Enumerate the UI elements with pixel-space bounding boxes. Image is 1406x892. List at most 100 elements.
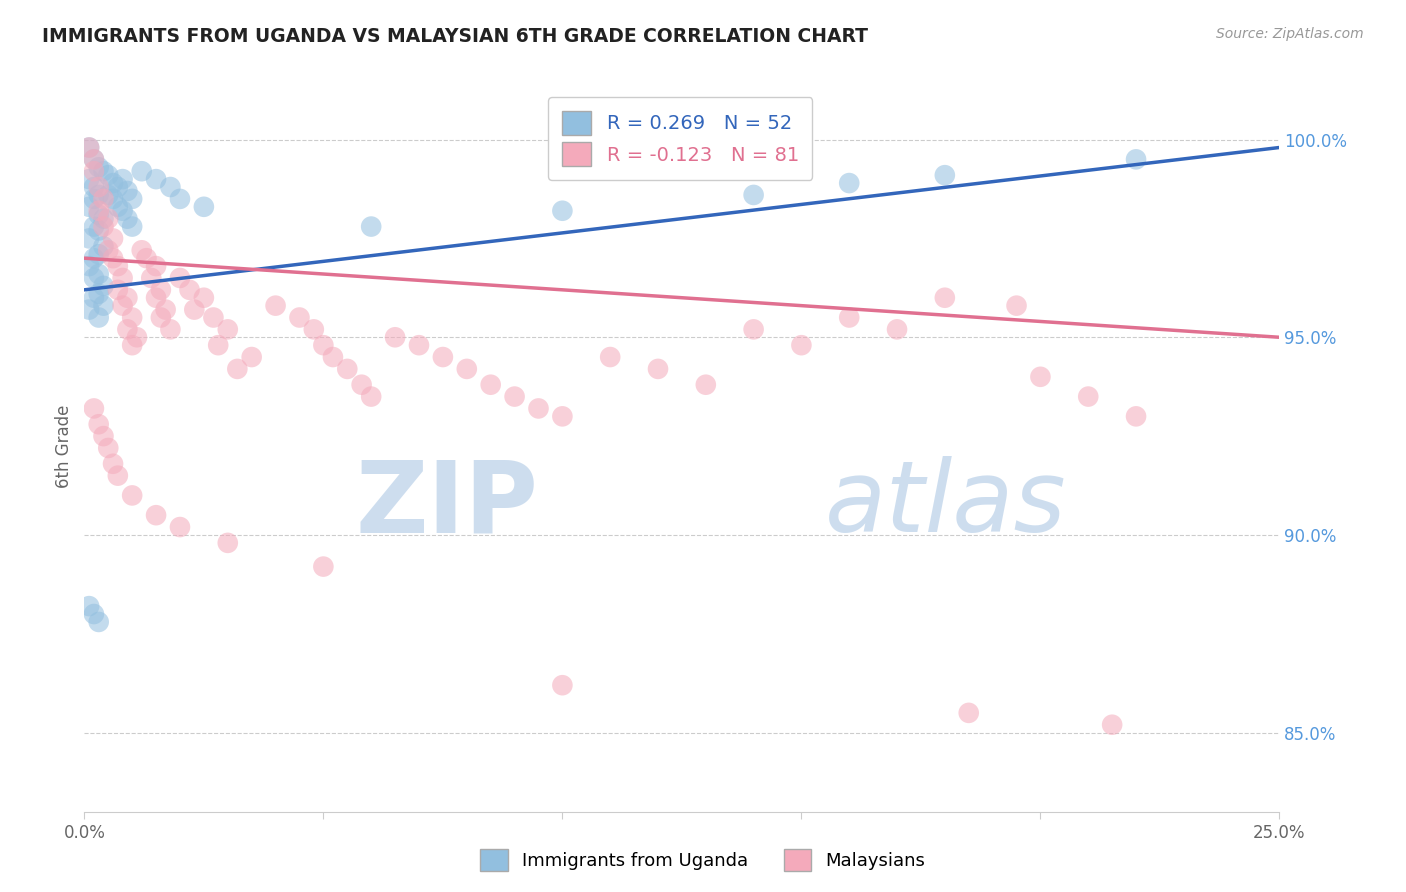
Point — [83, 271, 105, 285]
Point — [117, 291, 139, 305]
Point — [141, 271, 163, 285]
Point — [838, 176, 860, 190]
Point — [551, 203, 574, 218]
Point — [742, 188, 765, 202]
Point — [87, 310, 110, 325]
Point — [111, 299, 134, 313]
Point — [527, 401, 550, 416]
Point — [87, 208, 110, 222]
Point — [93, 239, 115, 253]
Point — [121, 338, 143, 352]
Point — [312, 559, 335, 574]
Point — [135, 251, 157, 265]
Point — [350, 377, 373, 392]
Point — [155, 302, 177, 317]
Point — [121, 219, 143, 234]
Point — [886, 322, 908, 336]
Point — [599, 350, 621, 364]
Point — [169, 520, 191, 534]
Point — [145, 172, 167, 186]
Point — [111, 203, 134, 218]
Point — [87, 417, 110, 432]
Point — [77, 259, 100, 273]
Point — [1125, 409, 1147, 424]
Point — [83, 180, 105, 194]
Point — [408, 338, 430, 352]
Point — [169, 192, 191, 206]
Point — [131, 164, 153, 178]
Point — [111, 172, 134, 186]
Point — [101, 231, 124, 245]
Point — [97, 188, 120, 202]
Point — [87, 247, 110, 261]
Point — [83, 607, 105, 621]
Point — [169, 271, 191, 285]
Point — [695, 377, 717, 392]
Legend: R = 0.269   N = 52, R = -0.123   N = 81: R = 0.269 N = 52, R = -0.123 N = 81 — [548, 97, 813, 180]
Point — [145, 291, 167, 305]
Point — [97, 168, 120, 182]
Point — [77, 172, 100, 186]
Point — [479, 377, 502, 392]
Point — [193, 291, 215, 305]
Point — [93, 192, 115, 206]
Point — [87, 180, 110, 194]
Point — [97, 244, 120, 258]
Point — [159, 180, 181, 194]
Point — [101, 251, 124, 265]
Point — [838, 310, 860, 325]
Point — [117, 211, 139, 226]
Point — [193, 200, 215, 214]
Point — [432, 350, 454, 364]
Point — [117, 184, 139, 198]
Point — [934, 168, 956, 182]
Point — [111, 271, 134, 285]
Point — [77, 231, 100, 245]
Legend: Immigrants from Uganda, Malaysians: Immigrants from Uganda, Malaysians — [474, 842, 932, 879]
Point — [87, 161, 110, 175]
Point — [77, 302, 100, 317]
Point — [121, 310, 143, 325]
Point — [264, 299, 287, 313]
Point — [83, 219, 105, 234]
Point — [93, 219, 115, 234]
Point — [149, 283, 172, 297]
Point — [207, 338, 229, 352]
Point — [121, 488, 143, 502]
Point — [87, 223, 110, 237]
Point — [107, 259, 129, 273]
Point — [1125, 153, 1147, 167]
Point — [87, 615, 110, 629]
Point — [145, 508, 167, 523]
Point — [77, 200, 100, 214]
Point — [217, 536, 239, 550]
Point — [93, 429, 115, 443]
Point — [179, 283, 201, 297]
Point — [121, 192, 143, 206]
Point — [360, 390, 382, 404]
Point — [1077, 390, 1099, 404]
Point — [288, 310, 311, 325]
Point — [131, 244, 153, 258]
Point — [336, 362, 359, 376]
Point — [217, 322, 239, 336]
Point — [117, 322, 139, 336]
Point — [87, 267, 110, 281]
Y-axis label: 6th Grade: 6th Grade — [55, 404, 73, 488]
Point — [93, 211, 115, 226]
Point — [83, 192, 105, 206]
Point — [83, 153, 105, 167]
Point — [647, 362, 669, 376]
Point — [101, 176, 124, 190]
Point — [322, 350, 344, 364]
Point — [1005, 299, 1028, 313]
Point — [145, 259, 167, 273]
Point — [101, 457, 124, 471]
Point — [159, 322, 181, 336]
Point — [360, 219, 382, 234]
Point — [83, 401, 105, 416]
Text: ZIP: ZIP — [356, 456, 538, 553]
Point — [77, 599, 100, 614]
Point — [226, 362, 249, 376]
Point — [1101, 717, 1123, 731]
